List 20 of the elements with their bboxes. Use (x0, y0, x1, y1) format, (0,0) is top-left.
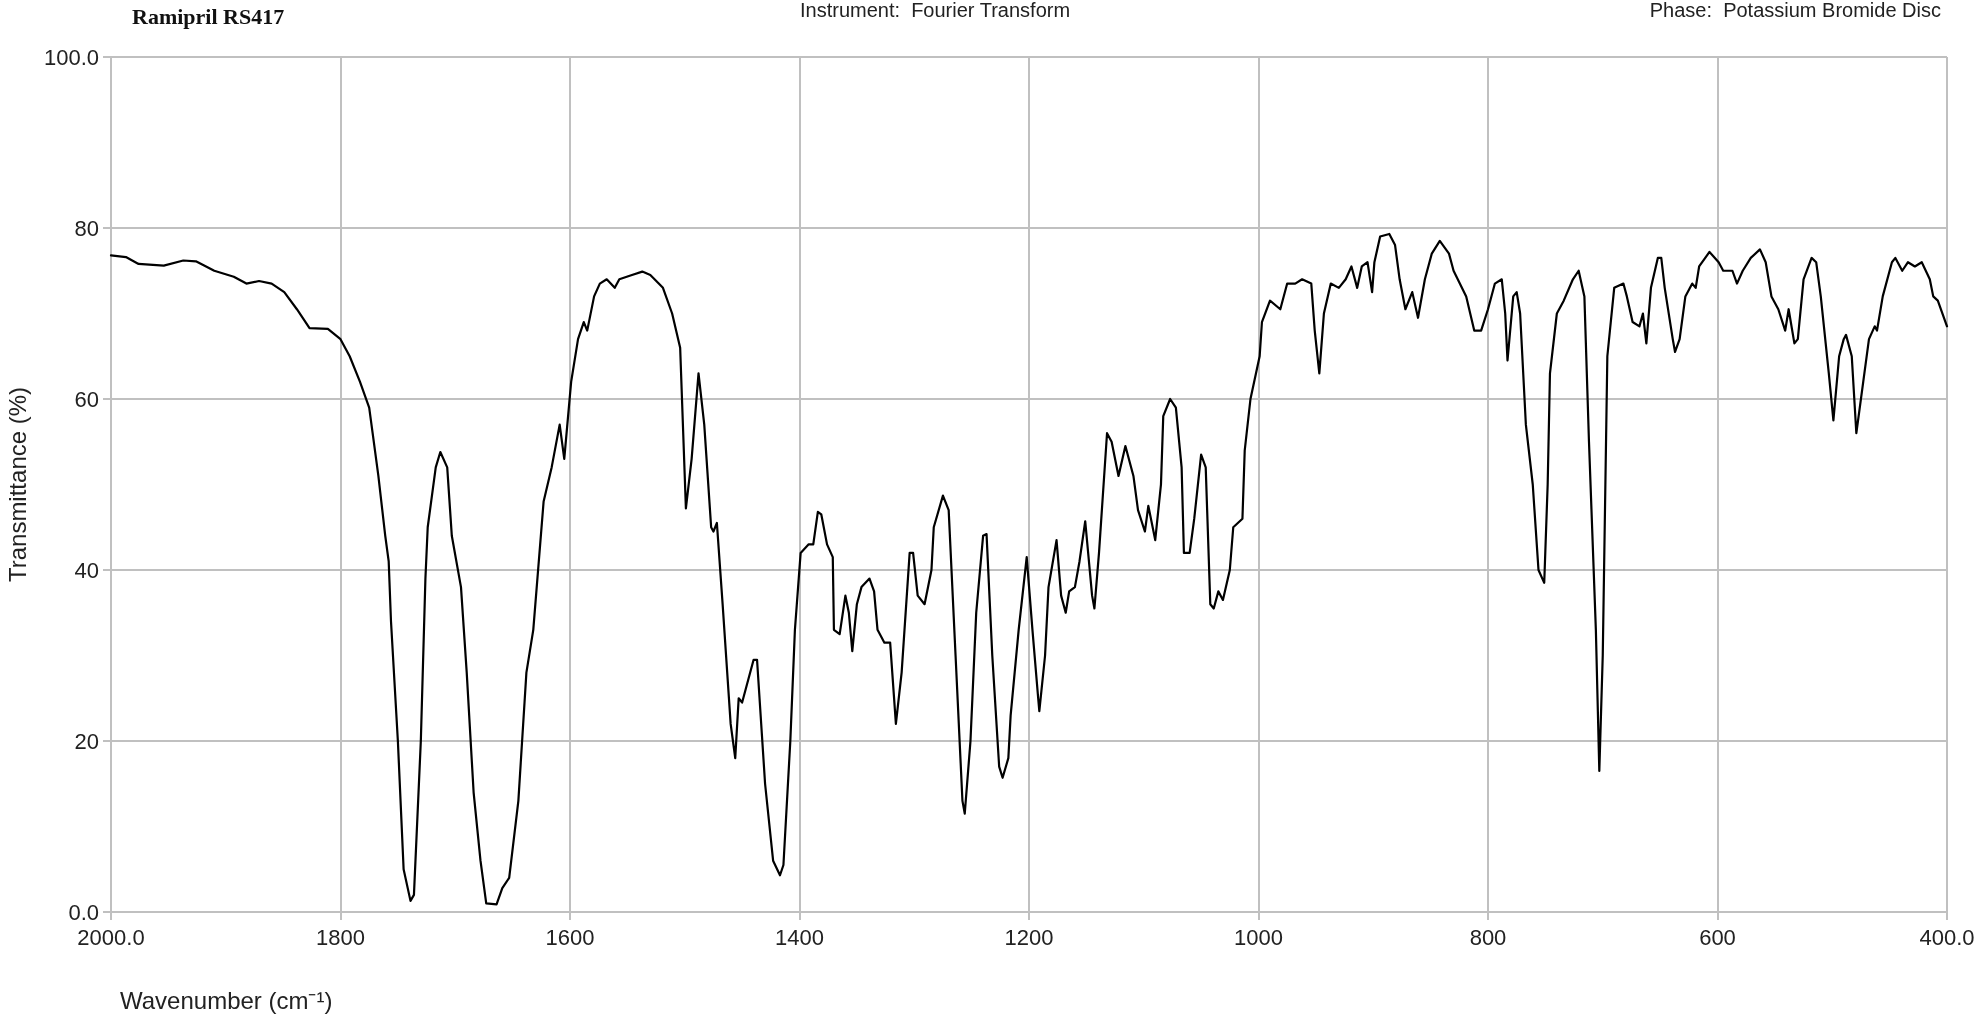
text: Instrument: Fourier Transform (800, 0, 1071, 21)
chart-title: Ramipril RS417 (132, 3, 285, 29)
y-tick-label: 0.0 (68, 899, 99, 925)
y-tick-label: 100.0 (43, 44, 99, 70)
x-tick-label: 1200 (1004, 924, 1054, 950)
y-axis-title: Transmittance (%) (3, 386, 31, 583)
x-tick-label: 1800 (316, 924, 365, 950)
x-tick-label: 1600 (545, 924, 595, 950)
x-tick-label: 2000.0 (77, 924, 145, 950)
x-tick-label: 800 (1469, 924, 1507, 950)
y-tick-label: 80 (74, 215, 99, 241)
x-axis-title: Wavenumber (cm⁻¹) (120, 986, 333, 1014)
x-tick-label: 400.0 (1919, 924, 1975, 950)
y-tick-label: 60 (74, 386, 99, 412)
x-tick-label: 1000 (1234, 924, 1283, 950)
y-tick-label: 40 (74, 557, 99, 583)
text: Phase: Potassium Bromide Disc (1649, 0, 1942, 21)
y-tick-label: 20 (74, 728, 99, 754)
x-tick-label: 1400 (775, 924, 824, 950)
x-tick-label: 600 (1699, 924, 1736, 950)
